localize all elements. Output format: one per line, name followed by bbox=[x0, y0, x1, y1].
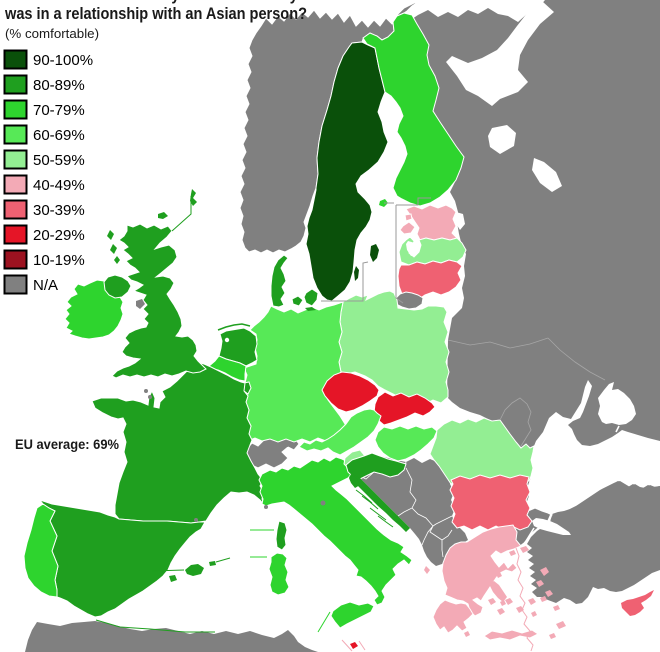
svg-text:was in a relationship with an: was in a relationship with an Asian pers… bbox=[4, 4, 307, 23]
svg-text:70-79%: 70-79% bbox=[33, 102, 85, 119]
svg-text:60-69%: 60-69% bbox=[33, 127, 85, 144]
svg-text:EU average: 69%: EU average: 69% bbox=[15, 436, 120, 452]
svg-text:90-100%: 90-100% bbox=[33, 52, 93, 69]
svg-text:20-29%: 20-29% bbox=[33, 227, 85, 244]
svg-text:(% comfortable): (% comfortable) bbox=[5, 26, 99, 41]
svg-text:How comfortable would you feel: How comfortable would you feel if one of… bbox=[5, 0, 381, 4]
svg-text:N/A: N/A bbox=[33, 277, 58, 294]
svg-text:10-19%: 10-19% bbox=[33, 252, 85, 269]
svg-text:80-89%: 80-89% bbox=[33, 77, 85, 94]
svg-text:30-39%: 30-39% bbox=[33, 202, 85, 219]
svg-text:40-49%: 40-49% bbox=[33, 177, 85, 194]
svg-text:50-59%: 50-59% bbox=[33, 152, 85, 169]
